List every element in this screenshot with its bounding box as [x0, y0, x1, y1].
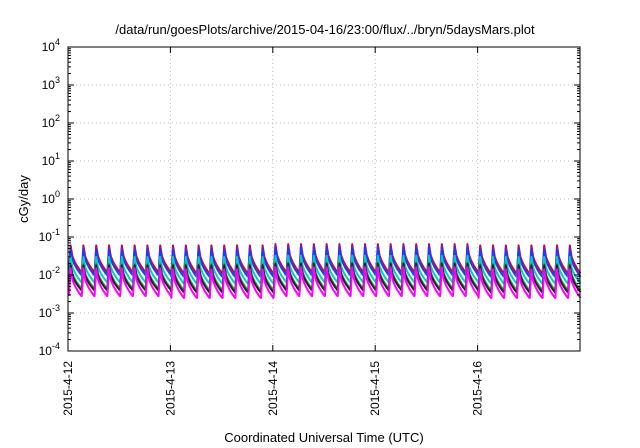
y-axis-label: cGy/day: [16, 175, 31, 223]
y-tick-label: 10-4: [39, 341, 60, 358]
y-tick-label: 10-1: [39, 227, 60, 244]
y-tick-label: 10-2: [39, 265, 60, 282]
y-tick-label: 102: [42, 113, 60, 130]
x-axis-label: Coordinated Universal Time (UTC): [224, 430, 423, 445]
x-tick-label: 2015-4-16: [471, 361, 485, 416]
y-tick-label: 104: [42, 37, 60, 54]
y-tick-label: 10-3: [39, 303, 60, 320]
grid-lines: [68, 47, 580, 351]
x-tick-label: 2015-4-14: [266, 361, 280, 416]
y-axis: 10-4 10-3 10-2 10-1 100 101 102 103 104: [39, 37, 580, 358]
x-axis: 2015-4-12 2015-4-13 2015-4-14 2015-4-15 2015…: [61, 47, 485, 416]
series-group: [68, 243, 582, 299]
x-tick-label: 2015-4-15: [368, 361, 382, 416]
series-line-5: [68, 266, 582, 299]
y-tick-label: 100: [42, 189, 60, 206]
chart-title: /data/run/goesPlots/archive/2015-04-16/2…: [115, 22, 535, 37]
y-tick-label: 103: [42, 75, 60, 92]
x-tick-label: 2015-4-12: [61, 361, 75, 416]
x-tick-label: 2015-4-13: [163, 361, 177, 416]
y-tick-label: 101: [42, 151, 60, 168]
